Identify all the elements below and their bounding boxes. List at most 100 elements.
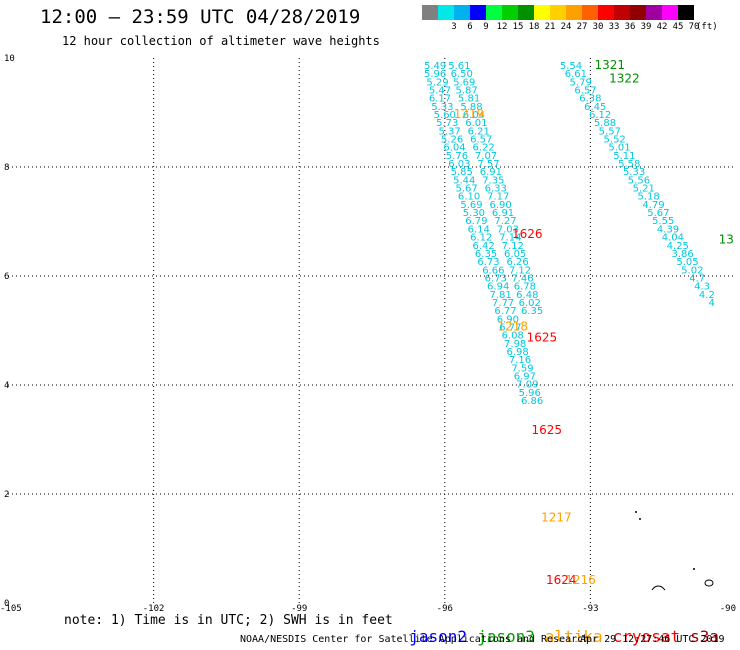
- wave-height-point: 7.03: [497, 224, 519, 235]
- wave-height-point: 6.42: [472, 241, 494, 252]
- x-tick-label: -90: [720, 604, 736, 614]
- wave-height-point: 4.25: [667, 241, 689, 252]
- legend-swatch: [550, 5, 566, 20]
- legend-swatch: [646, 5, 662, 20]
- wave-height-point: 6.45: [584, 102, 606, 113]
- wave-height-point: 5.11: [613, 151, 635, 162]
- legend-swatch: [678, 5, 694, 20]
- wave-height-point: 6.10: [458, 192, 480, 203]
- legend-swatch: [438, 5, 454, 20]
- pass-time-label: 1322: [609, 72, 640, 86]
- legend-label: 6: [467, 22, 473, 32]
- legend-label: 18: [528, 22, 540, 32]
- wave-height-point: 5.01: [608, 143, 630, 154]
- island-dot: [693, 568, 695, 570]
- wave-height-point: 6.78: [514, 282, 536, 293]
- wave-height-point: 5.96: [519, 388, 541, 399]
- wave-height-point: 6.48: [516, 290, 538, 301]
- wave-height-point: 6.12: [589, 110, 611, 121]
- wave-height-point: 4.39: [657, 224, 679, 235]
- wave-height-point: 4.2: [699, 290, 715, 301]
- wave-height-point: 7.46: [511, 273, 533, 284]
- wave-height-point: 6.90: [489, 200, 511, 211]
- wave-height-point: 7.59: [511, 363, 533, 374]
- wave-height-point: 6.77: [499, 323, 521, 334]
- wave-height-point: 7.98: [504, 339, 526, 350]
- legend-swatches: [422, 5, 740, 20]
- wave-height-point: 5.69: [453, 77, 475, 88]
- wave-height-point: 6.02: [519, 298, 541, 309]
- wave-height-point: 6.01: [465, 118, 487, 129]
- wave-height-point: 5.37: [439, 126, 461, 137]
- satellite-cryosat: cryosat: [612, 627, 681, 646]
- legend-label: 15: [512, 22, 524, 32]
- wave-height-point: 6.90: [497, 314, 519, 325]
- wave-height-point: 6.57: [574, 85, 596, 96]
- footer-note: note: 1) Time is in UTC; 2) SWH is in fe…: [64, 613, 393, 628]
- legend-swatch: [534, 5, 550, 20]
- wave-height-point: 6.50: [451, 69, 473, 80]
- wave-height-point: 5.55: [652, 216, 674, 227]
- satellite-altika: altika: [544, 627, 603, 646]
- satellite-s3a: s3a: [690, 627, 719, 646]
- island-dot: [635, 511, 637, 513]
- pass-time-label: 1321: [595, 58, 626, 72]
- wave-height-point: 5.05: [676, 257, 698, 268]
- wave-height-point: 6.61: [565, 69, 587, 80]
- wave-height-point: 6.08: [502, 331, 524, 342]
- wave-height-point: 5.87: [456, 85, 478, 96]
- wave-height-point: 6.17: [429, 94, 451, 105]
- wave-height-point: 5.61: [448, 61, 470, 72]
- wave-height-point: 7.57: [477, 159, 499, 170]
- x-tick-label: -102: [143, 604, 165, 614]
- wave-height-point: 5.79: [570, 77, 592, 88]
- chart-subtitle: 12 hour collection of altimeter wave hei…: [62, 34, 380, 48]
- legend-swatch: [582, 5, 598, 20]
- y-tick-label: 10: [4, 54, 15, 64]
- wave-height-point: 7.12: [509, 265, 531, 276]
- wave-height-point: 6.38: [579, 94, 601, 105]
- legend-swatch: [662, 5, 678, 20]
- legend-unit: (ft): [696, 22, 718, 32]
- y-tick-label: 4: [4, 381, 9, 391]
- pass-time-label: 1625: [527, 330, 558, 344]
- x-tick-label: -99: [291, 604, 307, 614]
- wave-height-point: 6.86: [521, 396, 543, 407]
- wave-height-point: 4: [709, 298, 715, 309]
- wave-height-point: 4.04: [662, 233, 684, 244]
- credit-line: NOAA/NESDIS Center for Satellite Applica…: [240, 634, 590, 645]
- wave-height-point: 6.26: [506, 257, 528, 268]
- legend-swatch: [614, 5, 630, 20]
- legend-swatch: [518, 5, 534, 20]
- wave-height-point: 7.14: [499, 233, 521, 244]
- wave-height-point: 5.18: [638, 192, 660, 203]
- pass-time-label: 1219: [454, 107, 485, 121]
- wave-height-point: 5.76: [446, 151, 468, 162]
- legend-label: 27: [576, 22, 588, 32]
- wave-height-point: 6.77: [494, 306, 516, 317]
- legend-label: 42: [656, 22, 668, 32]
- legend-swatch: [502, 5, 518, 20]
- wave-height-point: 6.04: [443, 143, 465, 154]
- wave-height-point: 5.85: [451, 167, 473, 178]
- legend-label: 45: [672, 22, 684, 32]
- wave-height-point: 6.73: [477, 257, 499, 268]
- wave-height-point: 6.91: [480, 167, 502, 178]
- y-tick-label: 6: [4, 272, 9, 282]
- wave-height-point: 6.22: [472, 143, 494, 154]
- island-dot: [639, 518, 641, 520]
- wave-height-point: 5.33: [623, 167, 645, 178]
- wave-height-point: 5.54: [560, 61, 582, 72]
- pass-time-label: 13: [719, 232, 734, 246]
- wave-height-point: 5.33: [431, 102, 453, 113]
- wave-height-point: 7.77: [492, 298, 514, 309]
- wave-height-point: 5.57: [599, 126, 621, 137]
- legend-swatch: [470, 5, 486, 20]
- y-tick-label: 8: [4, 163, 9, 173]
- wave-height-point: 6.91: [492, 208, 514, 219]
- wave-height-point: 5.47: [429, 85, 451, 96]
- y-tick-label: 2: [4, 490, 9, 500]
- legend-label: 3: [451, 22, 457, 32]
- wave-height-point: 6.03: [448, 159, 470, 170]
- wave-height-point: 5.56: [628, 175, 650, 186]
